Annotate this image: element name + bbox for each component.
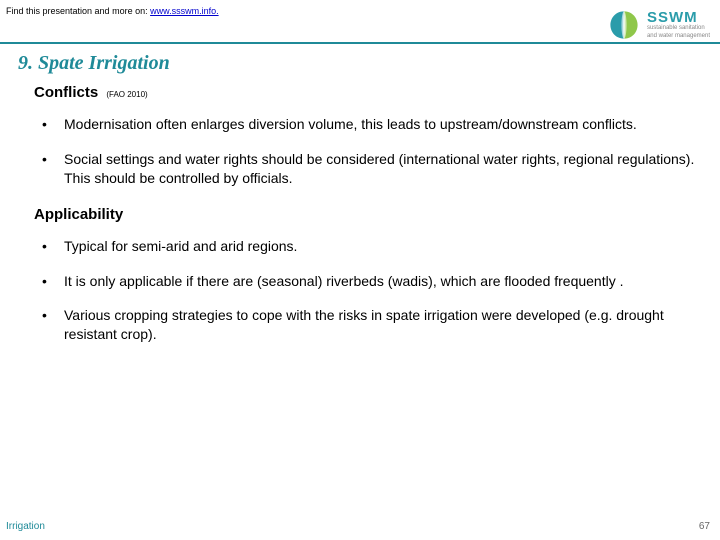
heading-citation: (FAO 2010) xyxy=(106,90,147,99)
logo-tagline-1: sustainable sanitation xyxy=(647,25,710,32)
content-area: Conflicts (FAO 2010) • Modernisation oft… xyxy=(34,84,696,362)
bullet-icon: • xyxy=(42,237,64,256)
logo-mark-icon xyxy=(607,8,641,42)
bullet-icon: • xyxy=(42,115,64,134)
list-item: • Various cropping strategies to cope wi… xyxy=(42,306,696,344)
bullet-icon: • xyxy=(42,150,64,169)
page-number: 67 xyxy=(699,521,710,532)
logo-text: SSWM sustainable sanitation and water ma… xyxy=(647,10,710,39)
header-divider xyxy=(0,42,720,44)
bullet-text: Modernisation often enlarges diversion v… xyxy=(64,115,696,134)
section-heading-applicability: Applicability xyxy=(34,206,696,223)
topbar-prefix: Find this presentation and more on: xyxy=(6,6,150,16)
footer-topic: Irrigation xyxy=(6,521,45,532)
bullet-text: It is only applicable if there are (seas… xyxy=(64,272,696,291)
topbar: Find this presentation and more on: www.… xyxy=(6,6,219,16)
bullet-text: Various cropping strategies to cope with… xyxy=(64,306,696,344)
list-item: • It is only applicable if there are (se… xyxy=(42,272,696,291)
heading-text: Applicability xyxy=(34,206,123,223)
list-item: • Typical for semi-arid and arid regions… xyxy=(42,237,696,256)
logo-tagline-2: and water management xyxy=(647,33,710,40)
bullet-text: Social settings and water rights should … xyxy=(64,150,696,188)
logo: SSWM sustainable sanitation and water ma… xyxy=(607,8,710,42)
heading-text: Conflicts xyxy=(34,84,98,101)
bullet-list-conflicts: • Modernisation often enlarges diversion… xyxy=(42,115,696,188)
list-item: • Social settings and water rights shoul… xyxy=(42,150,696,188)
list-item: • Modernisation often enlarges diversion… xyxy=(42,115,696,134)
topbar-link[interactable]: www.ssswm.info. xyxy=(150,6,219,16)
bullet-icon: • xyxy=(42,272,64,291)
logo-brand: SSWM xyxy=(647,10,710,25)
bullet-text: Typical for semi-arid and arid regions. xyxy=(64,237,696,256)
bullet-list-applicability: • Typical for semi-arid and arid regions… xyxy=(42,237,696,345)
bullet-icon: • xyxy=(42,306,64,325)
slide-title: 9. Spate Irrigation xyxy=(18,52,170,75)
section-heading-conflicts: Conflicts (FAO 2010) xyxy=(34,84,696,101)
